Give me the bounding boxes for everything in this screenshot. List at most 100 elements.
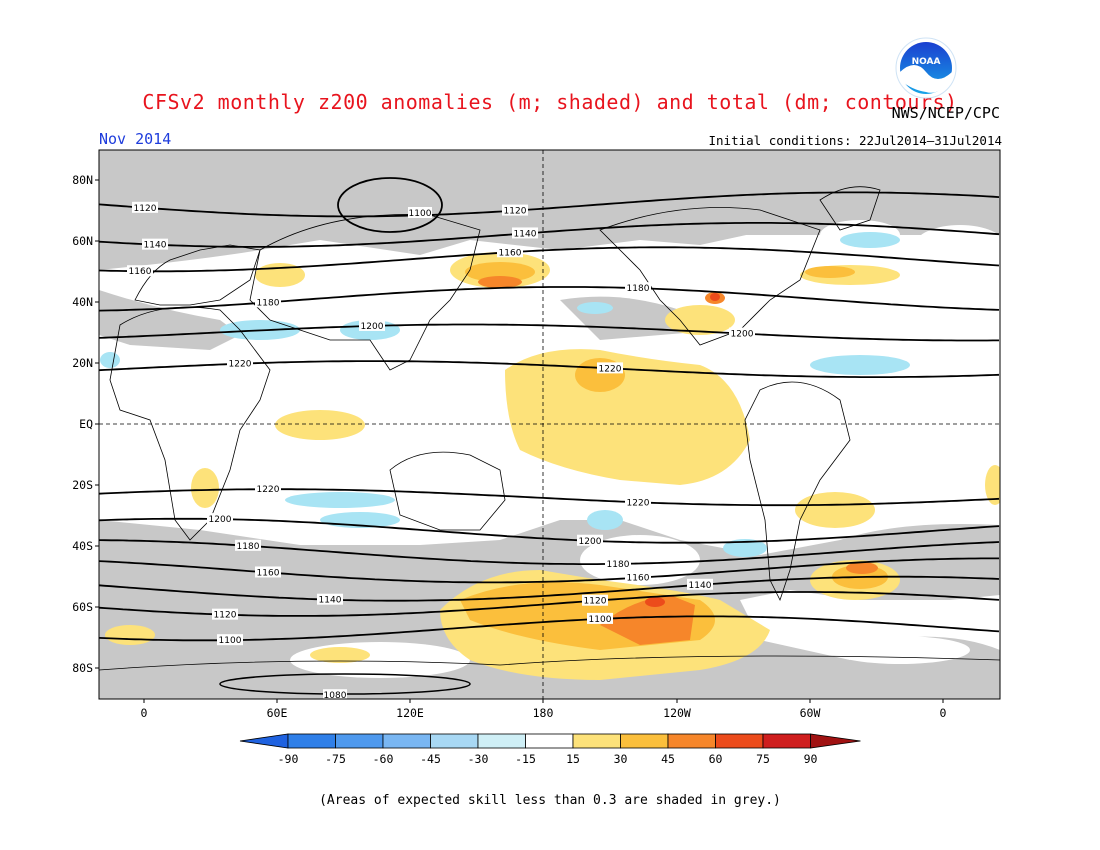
contour-label: 1220 [229, 360, 252, 370]
contour-label: 1180 [627, 284, 650, 294]
contour-label-bg [577, 534, 603, 546]
contour-label-bg [323, 689, 347, 699]
contour-line [99, 323, 999, 342]
colorbar-swatch [335, 733, 384, 749]
chart-title: CFSv2 monthly z200 anomalies (m; shaded)… [142, 90, 958, 114]
colorbar-arrow-left [239, 733, 289, 749]
contour-label: 1220 [257, 485, 280, 495]
lat-label: 60N [72, 234, 93, 248]
colorbar-tick-label: 60 [709, 752, 723, 766]
contour-line [99, 517, 1000, 544]
lon-label: 120W [663, 706, 691, 720]
colorbar-swatch [572, 733, 621, 749]
colorbar-tick-label: 15 [566, 752, 580, 766]
lat-label: 40N [72, 295, 93, 309]
colorbar-swatch [525, 733, 574, 749]
colorbar-tick-label: -90 [278, 752, 299, 766]
contour-label-bg [408, 207, 432, 218]
colorbar-arrow-right [810, 733, 861, 749]
lat-label: 80S [72, 661, 93, 675]
contour-labels: 1120 1120 1140 1140 1160 1160 1180 1180 1200 1200… [127, 201, 755, 701]
contour-line [99, 246, 1000, 273]
colorbar-tick-label: -30 [468, 752, 489, 766]
lon-label: 0 [141, 706, 148, 720]
contour-label: 1200 [579, 537, 602, 547]
contour-label-bg [217, 634, 243, 646]
contour-label: 1140 [144, 241, 167, 251]
contour-label: 1160 [499, 248, 522, 258]
contour-label: 1120 [584, 597, 607, 607]
colorbar-tick-label: -60 [373, 752, 394, 766]
negative-anomalies [100, 232, 910, 557]
latitude-axis: 80N 60N 40N 20N EQ 20S 40S 60S 80S [72, 173, 99, 675]
lon-label: 120E [396, 706, 424, 720]
contour-label: 1160 [129, 267, 152, 277]
lat-label: 20S [72, 478, 93, 492]
contour-line [99, 557, 999, 584]
contour-label-bg [127, 265, 153, 277]
lon-label: 180 [533, 706, 554, 720]
contour-label: 1100 [409, 209, 432, 219]
closed-contour-1100-north [337, 177, 443, 233]
colorbar-tick-label: -15 [515, 752, 536, 766]
contour-label-bg [207, 513, 233, 525]
initial-conditions: Initial conditions: 22Jul2014–31Jul2014 [708, 133, 1003, 148]
lat-label: EQ [79, 417, 93, 431]
contour-label: 1120 [214, 611, 237, 621]
contour-label-bg [255, 566, 281, 578]
contour-label: 1220 [627, 498, 650, 508]
contour-label: 1080 [324, 691, 347, 701]
contour-label-bg [235, 539, 261, 551]
contour-label: 1140 [689, 581, 712, 591]
map-fields: 1120 1120 1140 1140 1160 1160 1180 1180 1200 1200… [99, 150, 1000, 701]
colorbar-tick-label: 75 [756, 752, 770, 766]
contour-line [99, 615, 1000, 642]
contour-label: 1140 [514, 229, 537, 239]
contour-label-bg [512, 227, 538, 239]
contour-label-bg [502, 204, 528, 216]
contour-label-bg [142, 238, 168, 250]
colorbar-tick-label: -75 [325, 752, 346, 766]
contour-label-bg [587, 612, 613, 624]
contour-label: 1120 [504, 207, 527, 217]
contour-line [99, 222, 1000, 248]
colorbar-legend: -90 -75 -60 -45 -30 -15 15 30 45 60 75 90 [239, 733, 861, 766]
contour-label: 1140 [319, 596, 342, 606]
contour-line [99, 591, 1000, 617]
footnote: (Areas of expected skill less than 0.3 a… [319, 793, 781, 808]
lon-label: 60E [267, 706, 288, 720]
agency-label: NWS/NCEP/CPC [891, 104, 1000, 122]
lon-label: 0 [940, 706, 947, 720]
contour-line [99, 575, 1000, 602]
contour-label-bg [625, 496, 651, 508]
colorbar-swatch [667, 733, 716, 749]
contour-label-bg [227, 357, 253, 369]
contour-label-bg [212, 608, 238, 620]
colorbar-swatch [430, 733, 479, 749]
colorbar-swatch [715, 733, 764, 749]
lat-label: 60S [72, 600, 93, 614]
contour-label: 1200 [731, 330, 754, 340]
contour-label: 1180 [607, 560, 630, 570]
lon-label: 60W [800, 706, 821, 720]
colorbar-swatch [762, 733, 811, 749]
noaa-logo: NOAA [895, 37, 957, 99]
height-contours [99, 191, 1000, 642]
contour-label-bg [597, 362, 623, 374]
contour-label: 1180 [237, 542, 260, 552]
contour-line [99, 191, 1000, 218]
contour-label: 1120 [134, 204, 157, 214]
contour-label-bg [605, 557, 631, 569]
contour-label-bg [729, 327, 755, 339]
contour-label: 1200 [209, 515, 232, 525]
contour-line [99, 488, 1000, 507]
longitude-axis: 0 60E 120E 180 120W 60W 0 [141, 699, 947, 720]
forecast-month: Nov 2014 [99, 130, 172, 148]
contour-label-bg [582, 594, 608, 606]
contour-label-bg [255, 483, 281, 495]
contour-label: 1100 [589, 615, 612, 625]
colorbar-swatch [477, 733, 526, 749]
contour-label: 1100 [219, 636, 242, 646]
contour-label-bg [359, 319, 385, 331]
